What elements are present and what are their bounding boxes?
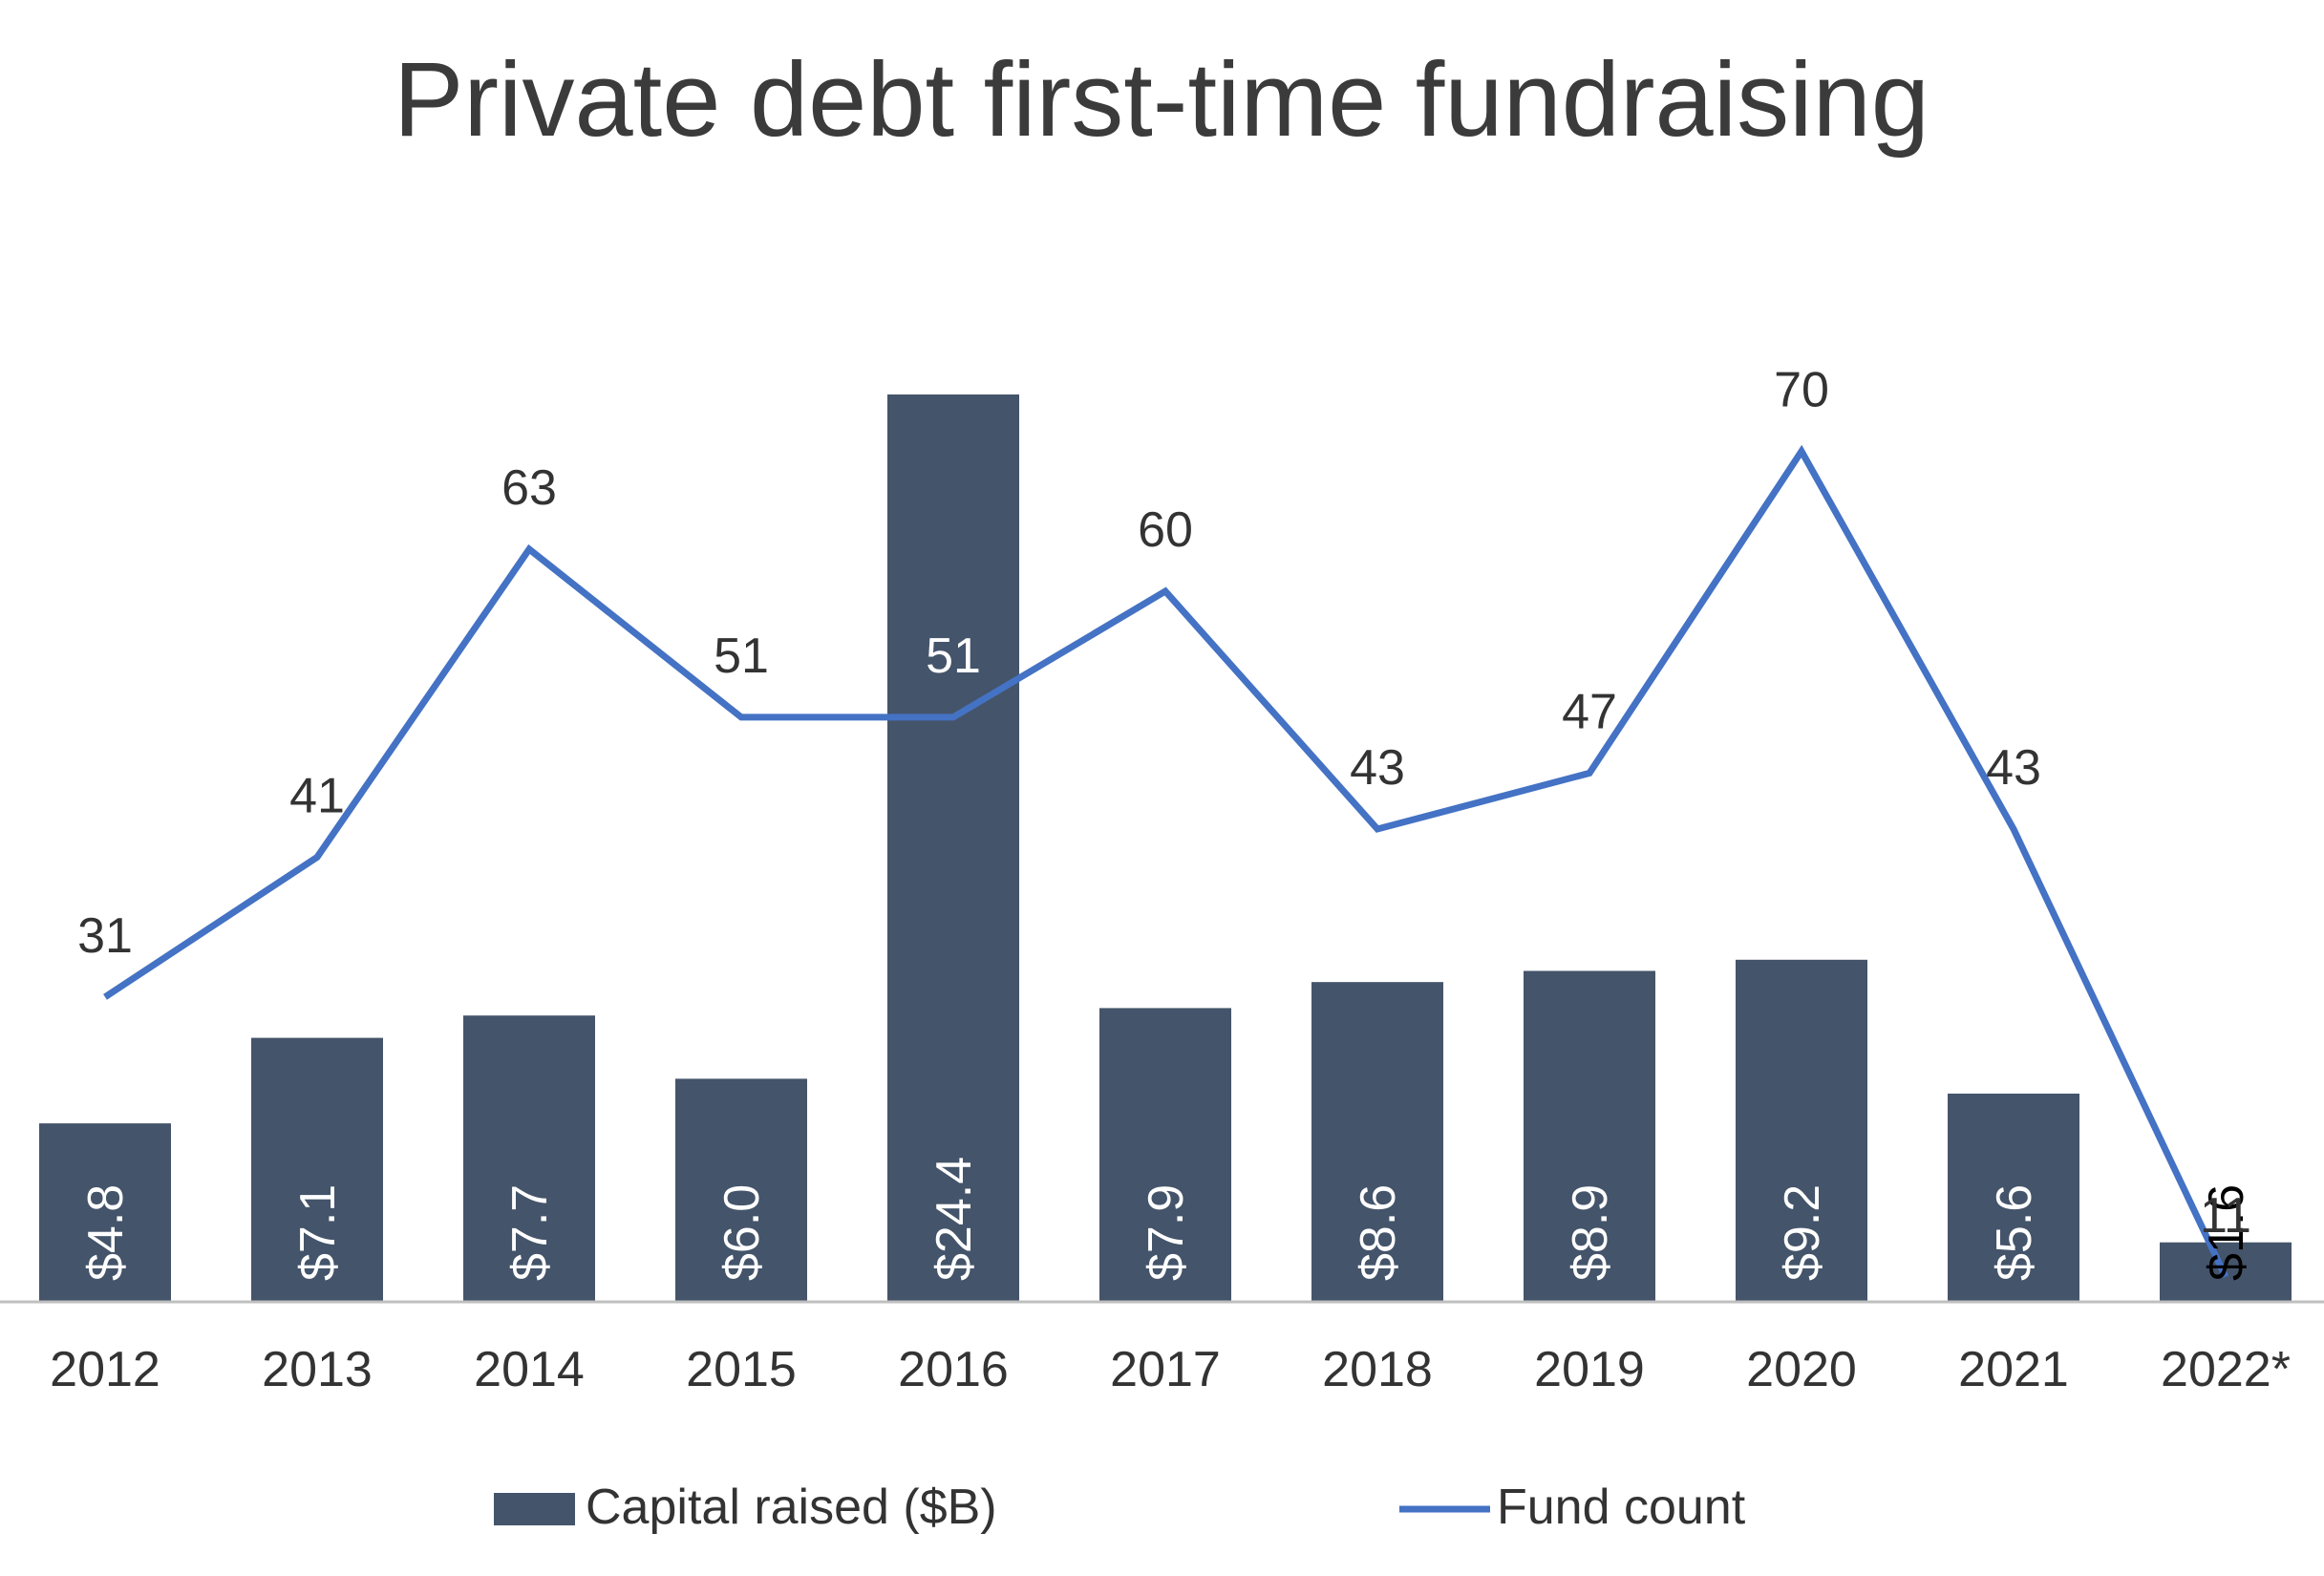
bar-2013 <box>251 1037 383 1302</box>
bar-value-label: $1.6 <box>2199 1184 2254 1281</box>
x-tick-label: 2017 <box>1110 1342 1221 1397</box>
fund-count-label: 63 <box>501 460 557 516</box>
bar-value-labels: $4.8 $7.1 $7.7 $6.0 $24.4 $7.9 $8.6 $8.9 $9.2 $5.… <box>78 1157 2254 1281</box>
bar-value-label: $6.0 <box>714 1184 770 1281</box>
fund-count-label: 11 <box>2200 1188 2251 1244</box>
fund-count-label: 43 <box>1350 740 1405 796</box>
x-tick-label: 2015 <box>686 1342 797 1397</box>
x-tick-label: 2018 <box>1322 1342 1433 1397</box>
fund-count-label: 70 <box>1774 363 1829 418</box>
bar-2016 <box>887 394 1019 1302</box>
fund-count-label: 41 <box>289 768 345 823</box>
x-tick-label: 2014 <box>474 1342 585 1397</box>
legend-label-fund-count: Fund count <box>1497 1480 1746 1535</box>
bar-value-label: $8.6 <box>1351 1184 1406 1281</box>
bar-value-label: $24.4 <box>927 1157 982 1281</box>
fund-count-label: 31 <box>77 908 133 964</box>
bar-series <box>39 394 2292 1302</box>
bar-value-label: $5.6 <box>1987 1184 2042 1281</box>
bar-2012 <box>39 1123 171 1302</box>
fund-count-label: 51 <box>926 628 981 684</box>
x-axis-tick-labels: 2012 2013 2014 2015 2016 2017 2018 2019 2020 2021… <box>50 1342 2291 1397</box>
bar-2019 <box>1524 970 1655 1302</box>
bar-2020 <box>1736 959 1867 1302</box>
legend-swatch-capital <box>494 1493 575 1525</box>
chart-title: Private debt first-time fundraising <box>394 41 1930 159</box>
bar-value-label: $9.2 <box>1775 1184 1830 1281</box>
bar-2017 <box>1099 1008 1231 1302</box>
x-tick-label: 2022* <box>2161 1342 2291 1397</box>
x-tick-label: 2021 <box>1958 1342 2069 1397</box>
x-tick-label: 2016 <box>898 1342 1009 1397</box>
x-tick-label: 2013 <box>262 1342 373 1397</box>
bar-2014 <box>463 1015 595 1302</box>
fund-count-line <box>103 444 2229 1279</box>
bar-2021 <box>1948 1093 2079 1302</box>
x-tick-label: 2012 <box>50 1342 160 1397</box>
fund-count-label: 51 <box>714 628 769 684</box>
bar-value-label: $7.9 <box>1139 1184 1194 1281</box>
bar-value-label: $7.1 <box>290 1184 346 1281</box>
fund-count-label: 47 <box>1562 684 1617 739</box>
fund-count-label: 60 <box>1138 502 1193 558</box>
bar-value-label: $4.8 <box>78 1184 134 1281</box>
bar-2018 <box>1311 982 1443 1302</box>
x-tick-label: 2019 <box>1534 1342 1645 1397</box>
bar-value-label: $8.9 <box>1563 1184 1618 1281</box>
legend-label-capital: Capital raised ($B) <box>586 1480 997 1535</box>
fund-count-labels: 31 41 63 51 51 60 43 47 70 43 11 <box>77 363 2251 1244</box>
fund-count-label: 43 <box>1986 740 2041 796</box>
x-tick-label: 2020 <box>1746 1342 1857 1397</box>
bar-2015 <box>675 1078 807 1302</box>
legend: Capital raised ($B) Fund count <box>494 1480 1746 1535</box>
bar-value-label: $7.7 <box>502 1184 558 1281</box>
